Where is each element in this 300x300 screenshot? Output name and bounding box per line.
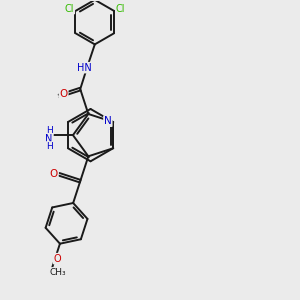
Text: N: N — [46, 134, 53, 144]
Text: CH₃: CH₃ — [50, 268, 66, 277]
Text: H: H — [46, 126, 52, 135]
Text: O: O — [54, 254, 61, 264]
Text: Cl: Cl — [116, 4, 125, 14]
Text: N: N — [104, 116, 112, 126]
Text: O: O — [50, 169, 58, 179]
Text: HN: HN — [77, 63, 92, 73]
Text: O: O — [59, 89, 68, 100]
Text: Cl: Cl — [65, 4, 74, 14]
Text: H: H — [46, 142, 52, 151]
